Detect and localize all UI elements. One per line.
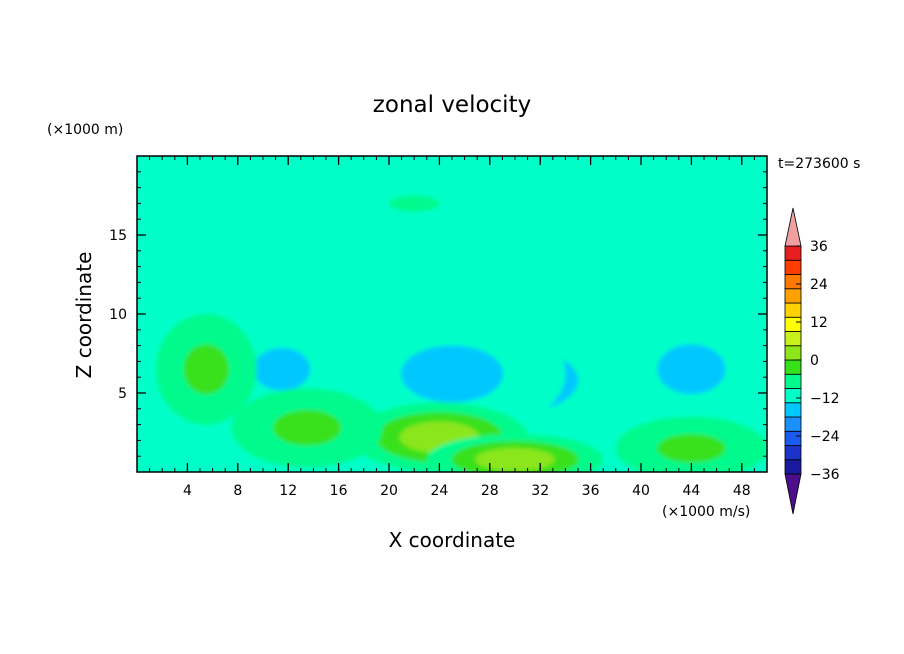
x-tick-label: 4: [183, 483, 192, 499]
contour-feature-4-level-2: [183, 344, 229, 395]
contour-feature-1-level-2: [400, 345, 504, 403]
colorbar-segment: [784, 331, 802, 347]
x-tick-label: 16: [330, 483, 348, 499]
x-tick-label: 24: [430, 483, 448, 499]
colorbar-segment: [784, 345, 802, 361]
y-axis-label: Z coordinate: [72, 252, 96, 379]
x-tick-label: 36: [582, 483, 600, 499]
colorbar-segment: [784, 245, 802, 261]
colorbar-tick-label: −12: [810, 391, 840, 407]
colorbar-segment: [784, 302, 802, 318]
colorbar-segment: [784, 388, 802, 404]
colorbar-segment: [784, 288, 802, 304]
x-axis: 4 8 12 16 20 24 28 32 36 40 44 48: [149, 156, 755, 499]
y-tick-label: 15: [109, 228, 127, 244]
colorbar-segment: [784, 373, 802, 389]
contour-feature-6-level-2: [475, 447, 555, 471]
x-tick-label: 8: [233, 483, 242, 499]
chart-title: zonal velocity: [373, 92, 531, 118]
colorbar-segment: [784, 316, 802, 332]
x-tick-label: 44: [682, 483, 700, 499]
y-axis-unit: (×1000 m): [47, 122, 123, 138]
x-tick-label: 12: [279, 483, 297, 499]
y-axis: 5 10 15: [109, 171, 767, 457]
contour-field: [137, 156, 767, 472]
x-tick-label: 20: [380, 483, 398, 499]
colorbar-tick-label: 36: [810, 239, 828, 255]
y-tick-label: 5: [118, 386, 127, 402]
x-axis-label: X coordinate: [389, 528, 516, 552]
colorbar-segment: [784, 430, 802, 446]
colorbar-tick-label: 12: [810, 315, 828, 331]
colorbar-tick-label: −24: [810, 429, 840, 445]
colorbar-segment: [784, 459, 802, 475]
colorbar-segment: [784, 359, 802, 375]
colorbar-tick-label: −36: [810, 467, 840, 483]
x-tick-label: 40: [632, 483, 650, 499]
colorbar-segment: [784, 259, 802, 275]
colorbar-tick-label: 0: [810, 353, 819, 369]
y-tick-label: 10: [109, 307, 127, 323]
colorbar-unit: (×1000 m/s): [662, 504, 750, 520]
colorbar: 36 24 12 0 −12 −24 −36: [784, 207, 840, 515]
contour-feature-7-level-2: [273, 409, 342, 446]
contour-feature-9-level-2: [164, 455, 199, 472]
colorbar-extend-max: [784, 207, 802, 247]
colorbar-segment: [784, 274, 802, 290]
colorbar-segment: [784, 445, 802, 461]
contour-feature-2-level-2: [253, 347, 311, 391]
x-tick-label: 32: [531, 483, 549, 499]
colorbar-extend-min: [784, 473, 802, 515]
colorbar-segment: [784, 416, 802, 432]
colorbar-segment: [784, 402, 802, 418]
colorbar-tick-label: 24: [810, 277, 828, 293]
contour-feature-10-level-2: [402, 199, 426, 207]
contour-feature-8-level-2: [657, 434, 726, 463]
contour-feature-3-level-2: [657, 344, 726, 395]
x-tick-label: 28: [481, 483, 499, 499]
x-tick-label: 48: [733, 483, 751, 499]
time-label: t=273600 s: [778, 156, 860, 172]
